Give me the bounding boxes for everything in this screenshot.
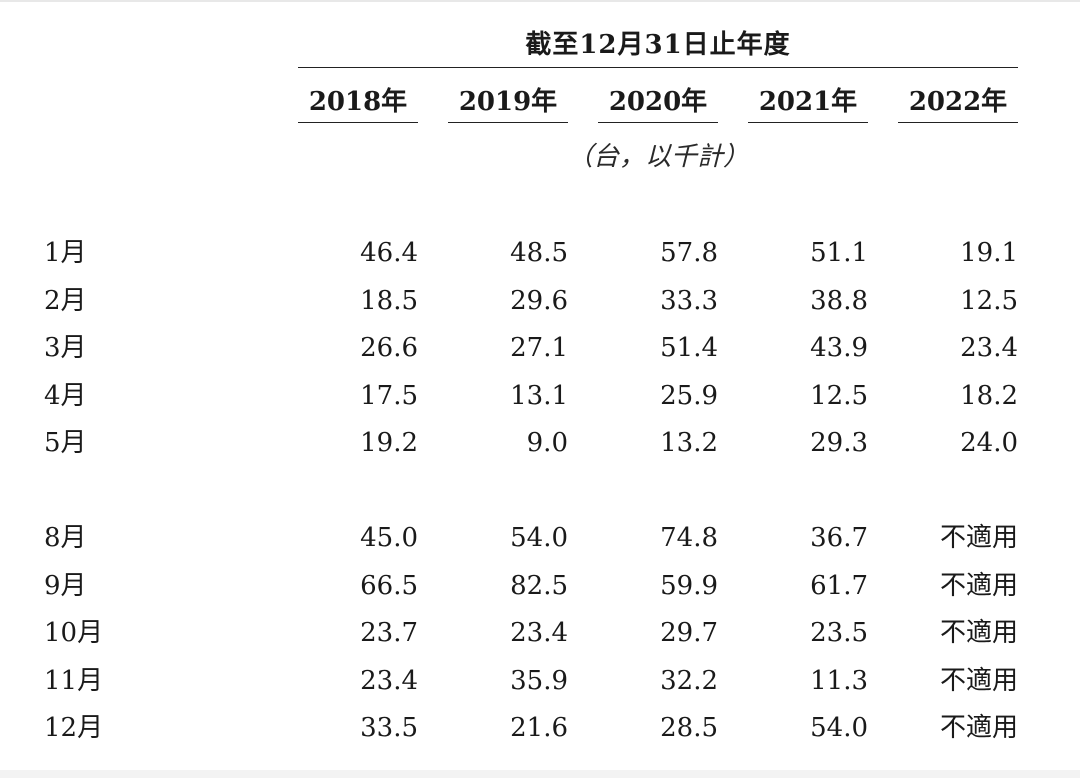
value-cell: 66.5 <box>360 571 418 601</box>
value-cell: 18.5 <box>360 286 418 316</box>
value-cell: 33.3 <box>660 286 718 316</box>
value-cell: 36.7 <box>810 523 868 553</box>
value-cell: 35.9 <box>510 666 568 696</box>
value-cell: 45.0 <box>360 523 418 553</box>
value-cell: 29.6 <box>510 286 568 316</box>
month-label: 9月 <box>44 571 87 601</box>
value-cell: 54.0 <box>510 523 568 553</box>
month-label: 4月 <box>44 381 87 411</box>
period-header-rule <box>298 67 1018 68</box>
month-label: 1月 <box>44 238 87 268</box>
year-header-rule <box>448 122 568 123</box>
year-header-2021: 2021年 <box>758 87 858 117</box>
value-cell: 23.4 <box>510 618 568 648</box>
year-header-rule <box>898 122 1018 123</box>
value-cell: 19.1 <box>960 238 1018 268</box>
table-row: 12月 33.5 21.6 28.5 54.0 不適用 <box>0 708 1080 748</box>
value-cell: 18.2 <box>960 381 1018 411</box>
value-cell: 11.3 <box>810 666 868 696</box>
month-label: 10月 <box>44 618 104 648</box>
year-header-2018: 2018年 <box>308 87 408 117</box>
value-cell: 24.0 <box>960 428 1018 458</box>
table-row: 1月 46.4 48.5 57.8 51.1 19.1 <box>0 233 1080 273</box>
period-header: 截至12月31日止年度 <box>525 30 791 60</box>
table-row: 4月 17.5 13.1 25.9 12.5 18.2 <box>0 376 1080 416</box>
value-cell: 32.2 <box>660 666 718 696</box>
value-cell: 29.7 <box>660 618 718 648</box>
value-cell: 28.5 <box>660 713 718 743</box>
table-row: 9月 66.5 82.5 59.9 61.7 不適用 <box>0 566 1080 606</box>
month-label: 2月 <box>44 286 87 316</box>
table-row: 5月 19.2 9.0 13.2 29.3 24.0 <box>0 423 1080 463</box>
value-cell: 51.1 <box>810 238 868 268</box>
value-cell: 12.5 <box>960 286 1018 316</box>
unit-label: （台，以千計） <box>566 142 749 172</box>
value-cell: 51.4 <box>660 333 718 363</box>
value-cell: 82.5 <box>510 571 568 601</box>
value-cell: 23.4 <box>360 666 418 696</box>
value-cell: 17.5 <box>360 381 418 411</box>
month-label: 5月 <box>44 428 87 458</box>
value-cell: 23.4 <box>960 333 1018 363</box>
year-header-rule <box>598 122 718 123</box>
value-cell: 19.2 <box>360 428 418 458</box>
value-cell: 74.8 <box>660 523 718 553</box>
year-header-rule <box>298 122 418 123</box>
table-row: 10月 23.7 23.4 29.7 23.5 不適用 <box>0 613 1080 653</box>
value-cell: 不適用 <box>939 713 1018 743</box>
value-cell: 不適用 <box>939 571 1018 601</box>
month-label: 12月 <box>44 713 104 743</box>
year-header-rule <box>748 122 868 123</box>
value-cell: 23.7 <box>360 618 418 648</box>
value-cell: 46.4 <box>360 238 418 268</box>
year-header-2022: 2022年 <box>908 87 1008 117</box>
value-cell: 不適用 <box>939 523 1018 553</box>
table-row: 8月 45.0 54.0 74.8 36.7 不適用 <box>0 518 1080 558</box>
value-cell: 不適用 <box>939 666 1018 696</box>
year-header-2020: 2020年 <box>608 87 708 117</box>
page-bottom-edge <box>0 770 1080 778</box>
value-cell: 57.8 <box>660 238 718 268</box>
value-cell: 26.6 <box>360 333 418 363</box>
value-cell: 23.5 <box>810 618 868 648</box>
value-cell: 25.9 <box>660 381 718 411</box>
value-cell: 48.5 <box>510 238 568 268</box>
value-cell: 13.2 <box>660 428 718 458</box>
month-label: 8月 <box>44 523 87 553</box>
value-cell: 61.7 <box>810 571 868 601</box>
value-cell: 不適用 <box>939 618 1018 648</box>
table-row: 3月 26.6 27.1 51.4 43.9 23.4 <box>0 328 1080 368</box>
table-row: 11月 23.4 35.9 32.2 11.3 不適用 <box>0 661 1080 701</box>
page-top-edge <box>0 0 1080 2</box>
value-cell: 59.9 <box>660 571 718 601</box>
value-cell: 9.0 <box>526 428 568 458</box>
month-label: 3月 <box>44 333 87 363</box>
month-label: 11月 <box>44 666 104 696</box>
value-cell: 13.1 <box>510 381 568 411</box>
value-cell: 21.6 <box>510 713 568 743</box>
value-cell: 33.5 <box>360 713 418 743</box>
value-cell: 12.5 <box>810 381 868 411</box>
value-cell: 29.3 <box>810 428 868 458</box>
value-cell: 54.0 <box>810 713 868 743</box>
value-cell: 38.8 <box>810 286 868 316</box>
table-row: 2月 18.5 29.6 33.3 38.8 12.5 <box>0 281 1080 321</box>
value-cell: 43.9 <box>810 333 868 363</box>
year-header-2019: 2019年 <box>458 87 558 117</box>
value-cell: 27.1 <box>510 333 568 363</box>
